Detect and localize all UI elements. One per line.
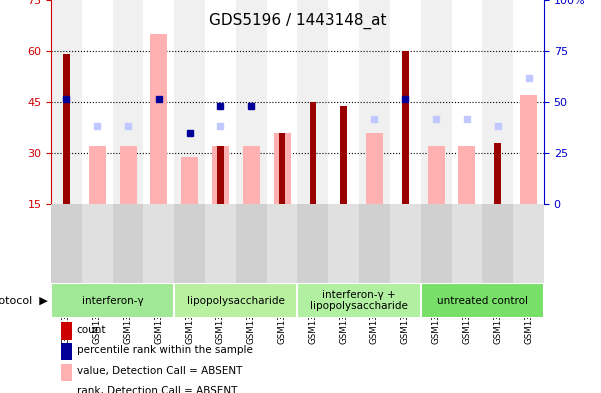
Text: interferon-γ: interferon-γ	[82, 296, 144, 306]
Bar	[120, 147, 136, 204]
Bar	[89, 147, 106, 204]
Bar	[482, 204, 513, 283]
Bar	[297, 283, 421, 318]
Text: protocol  ▶: protocol ▶	[0, 296, 48, 306]
Bar	[297, 204, 328, 283]
Bar	[267, 204, 297, 283]
Bar	[205, 204, 236, 283]
Bar	[421, 0, 451, 204]
Text: percentile rank within the sample: percentile rank within the sample	[77, 345, 252, 355]
Text: lipopolysaccharide: lipopolysaccharide	[187, 296, 285, 306]
Bar	[113, 0, 144, 204]
Bar	[113, 204, 144, 283]
Bar	[297, 0, 328, 204]
Bar	[243, 147, 260, 204]
Text: GDS5196 / 1443148_at: GDS5196 / 1443148_at	[209, 13, 386, 29]
Bar	[402, 51, 409, 204]
Bar	[205, 0, 236, 204]
Bar	[61, 322, 72, 340]
Bar	[51, 204, 82, 283]
Bar	[451, 0, 482, 204]
Bar	[390, 204, 421, 283]
Bar	[61, 364, 72, 381]
Bar	[520, 95, 537, 204]
Bar	[513, 204, 544, 283]
Text: count: count	[77, 325, 106, 335]
Bar	[273, 133, 290, 204]
Bar	[494, 143, 501, 204]
Bar	[236, 0, 267, 204]
Bar	[359, 0, 390, 204]
Bar	[144, 0, 174, 204]
Bar	[174, 0, 205, 204]
Bar	[82, 0, 113, 204]
Bar	[310, 102, 316, 204]
Bar	[366, 133, 383, 204]
Bar	[451, 204, 482, 283]
Bar	[182, 157, 198, 204]
Text: rank, Detection Call = ABSENT: rank, Detection Call = ABSENT	[77, 386, 237, 393]
Bar	[82, 204, 113, 283]
Bar	[174, 283, 297, 318]
Bar	[51, 283, 174, 318]
Bar	[61, 384, 72, 393]
Text: interferon-γ +
lipopolysaccharide: interferon-γ + lipopolysaccharide	[310, 290, 408, 311]
Bar	[421, 204, 451, 283]
Bar	[459, 147, 475, 204]
Bar	[174, 204, 205, 283]
Bar	[236, 204, 267, 283]
Bar	[328, 0, 359, 204]
Bar	[340, 106, 347, 204]
Bar	[63, 55, 70, 204]
Bar	[513, 0, 544, 204]
Bar	[279, 133, 285, 204]
Bar	[328, 204, 359, 283]
Bar	[482, 0, 513, 204]
Text: untreated control: untreated control	[437, 296, 528, 306]
Bar	[267, 0, 297, 204]
Bar	[428, 147, 445, 204]
Bar	[359, 204, 390, 283]
Text: value, Detection Call = ABSENT: value, Detection Call = ABSENT	[77, 366, 242, 376]
Bar	[390, 0, 421, 204]
Bar	[51, 0, 82, 204]
Bar	[150, 34, 167, 204]
Bar	[144, 204, 174, 283]
Bar	[217, 147, 224, 204]
Bar	[212, 147, 229, 204]
Bar	[421, 283, 544, 318]
Bar	[61, 343, 72, 360]
